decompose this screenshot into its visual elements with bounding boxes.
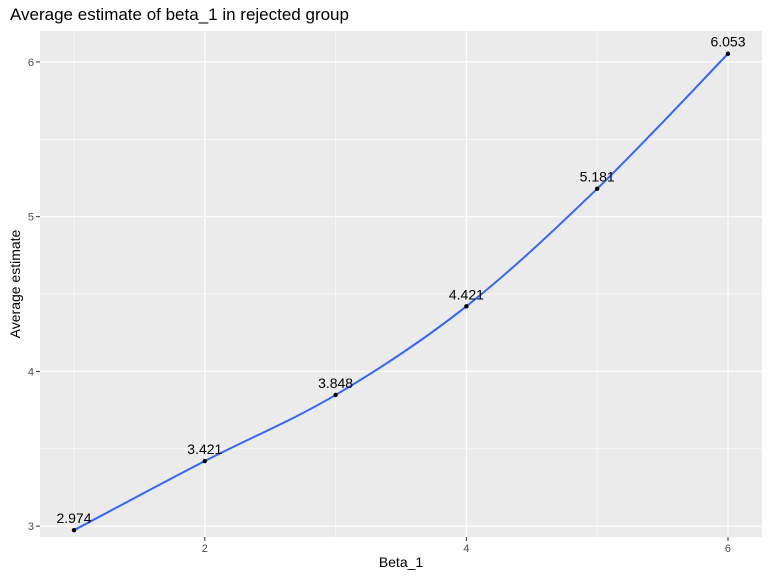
axis-tick-labels: 2 4 6 3 4 5 6	[28, 57, 731, 555]
data-label: 3.421	[187, 441, 222, 457]
y-axis-title: Average estimate	[7, 229, 23, 338]
x-tick-label: 6	[725, 543, 731, 555]
data-label: 4.421	[449, 286, 484, 302]
x-tick-label: 2	[202, 543, 208, 555]
data-labels: 2.974 3.421 3.848 4.421 5.181 6.053	[56, 34, 745, 526]
data-label: 5.181	[580, 169, 615, 185]
data-points	[71, 51, 731, 533]
chart-title: Average estimate of beta_1 in rejected g…	[10, 5, 349, 24]
y-tick-label: 6	[28, 57, 34, 69]
data-point	[202, 458, 208, 464]
x-tick-label: 4	[463, 543, 469, 555]
y-tick-label: 4	[28, 366, 34, 378]
data-point	[594, 186, 600, 191]
series-line	[73, 53, 729, 532]
y-tick-label: 5	[28, 212, 34, 224]
data-label: 6.053	[710, 34, 745, 50]
plot-panel	[40, 31, 762, 537]
data-point	[725, 51, 731, 56]
data-point	[71, 527, 77, 533]
data-point	[333, 392, 338, 398]
x-axis-title: Beta_1	[379, 554, 424, 570]
data-label: 3.848	[318, 375, 353, 391]
major-gridlines	[40, 31, 762, 537]
axis-ticks	[36, 61, 729, 541]
minor-gridlines	[40, 31, 762, 537]
y-tick-label: 3	[28, 521, 34, 533]
data-point	[464, 304, 469, 309]
data-label: 2.974	[56, 510, 91, 526]
